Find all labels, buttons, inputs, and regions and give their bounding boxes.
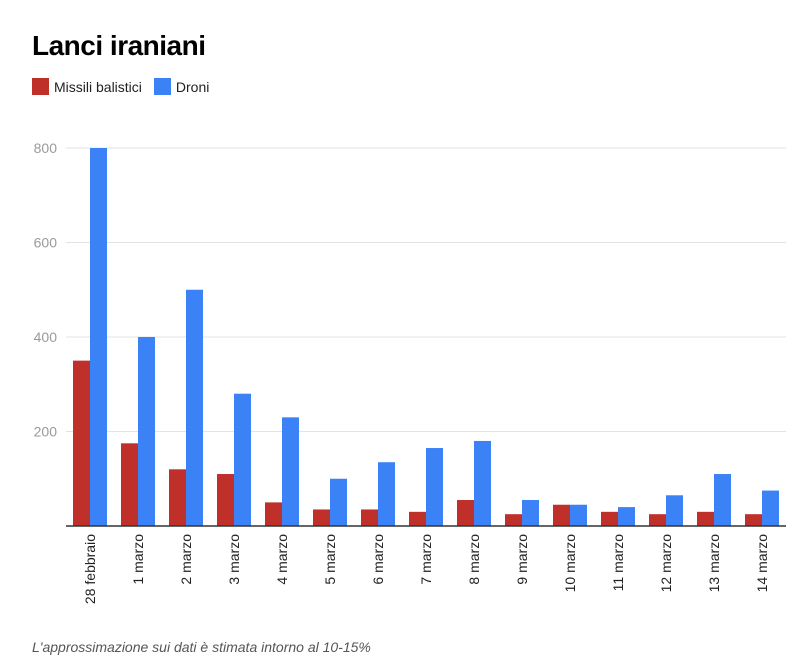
bar-missili <box>697 511 714 526</box>
bar-missili <box>457 500 474 526</box>
bar-droni <box>90 148 107 526</box>
x-tick-label: 14 marzo <box>754 534 770 593</box>
bar-droni <box>330 478 347 526</box>
bar-droni <box>378 462 395 526</box>
x-tick-label: 13 marzo <box>706 534 722 593</box>
bar-droni <box>570 504 587 526</box>
x-tick-label: 6 marzo <box>370 534 386 585</box>
bar-droni <box>186 289 203 526</box>
legend-item-droni: Droni <box>153 78 210 95</box>
bar-droni <box>666 495 683 526</box>
bar-droni <box>762 490 779 526</box>
legend-item-missili: Missili balistici <box>32 78 142 95</box>
y-tick-label: 800 <box>34 140 58 156</box>
footnote: L'approssimazione sui dati è stimata int… <box>32 639 371 655</box>
x-tick-label: 28 febbraio <box>82 534 98 604</box>
x-tick-label: 10 marzo <box>562 534 578 593</box>
chart-title: Lanci iraniani <box>32 30 206 61</box>
legend-label-droni: Droni <box>175 78 210 95</box>
bar-droni <box>474 440 491 526</box>
legend: Missili balistici Droni <box>32 78 221 95</box>
x-tick-label: 12 marzo <box>658 534 674 593</box>
x-tick-label: 7 marzo <box>418 534 434 585</box>
bar-missili <box>505 514 522 526</box>
y-tick-label: 200 <box>34 424 58 440</box>
y-tick-label: 400 <box>34 329 58 345</box>
bar-missili <box>217 474 234 526</box>
x-tick-label: 1 marzo <box>130 534 146 585</box>
bar-missili <box>649 514 666 526</box>
bar-missili <box>361 509 378 526</box>
x-tick-label: 5 marzo <box>322 534 338 585</box>
bar-droni <box>282 417 299 526</box>
bar-missili <box>553 504 570 526</box>
bar-droni <box>138 337 155 526</box>
x-tick-label: 8 marzo <box>466 534 482 585</box>
bar-missili <box>169 469 186 526</box>
x-tick-label: 3 marzo <box>226 534 242 585</box>
x-tick-label: 4 marzo <box>274 534 290 585</box>
x-tick-label: 9 marzo <box>514 534 530 585</box>
bar-missili <box>745 514 762 526</box>
bar-droni <box>234 393 251 526</box>
bar-missili <box>121 443 138 526</box>
bar-missili <box>73 360 90 526</box>
x-tick-label: 11 marzo <box>610 534 626 592</box>
bar-missili <box>265 502 282 526</box>
legend-label-missili: Missili balistici <box>54 78 142 95</box>
bar-droni <box>522 500 539 526</box>
legend-swatch-droni <box>153 78 171 95</box>
bar-missili <box>313 509 330 526</box>
bar-droni <box>714 474 731 526</box>
x-tick-label: 2 marzo <box>178 534 194 585</box>
bar-droni <box>426 448 443 526</box>
bar-droni <box>618 507 635 526</box>
bar-missili <box>409 511 426 526</box>
y-tick-label: 600 <box>34 235 58 251</box>
legend-swatch-missili <box>32 78 49 95</box>
bar-missili <box>601 511 618 526</box>
